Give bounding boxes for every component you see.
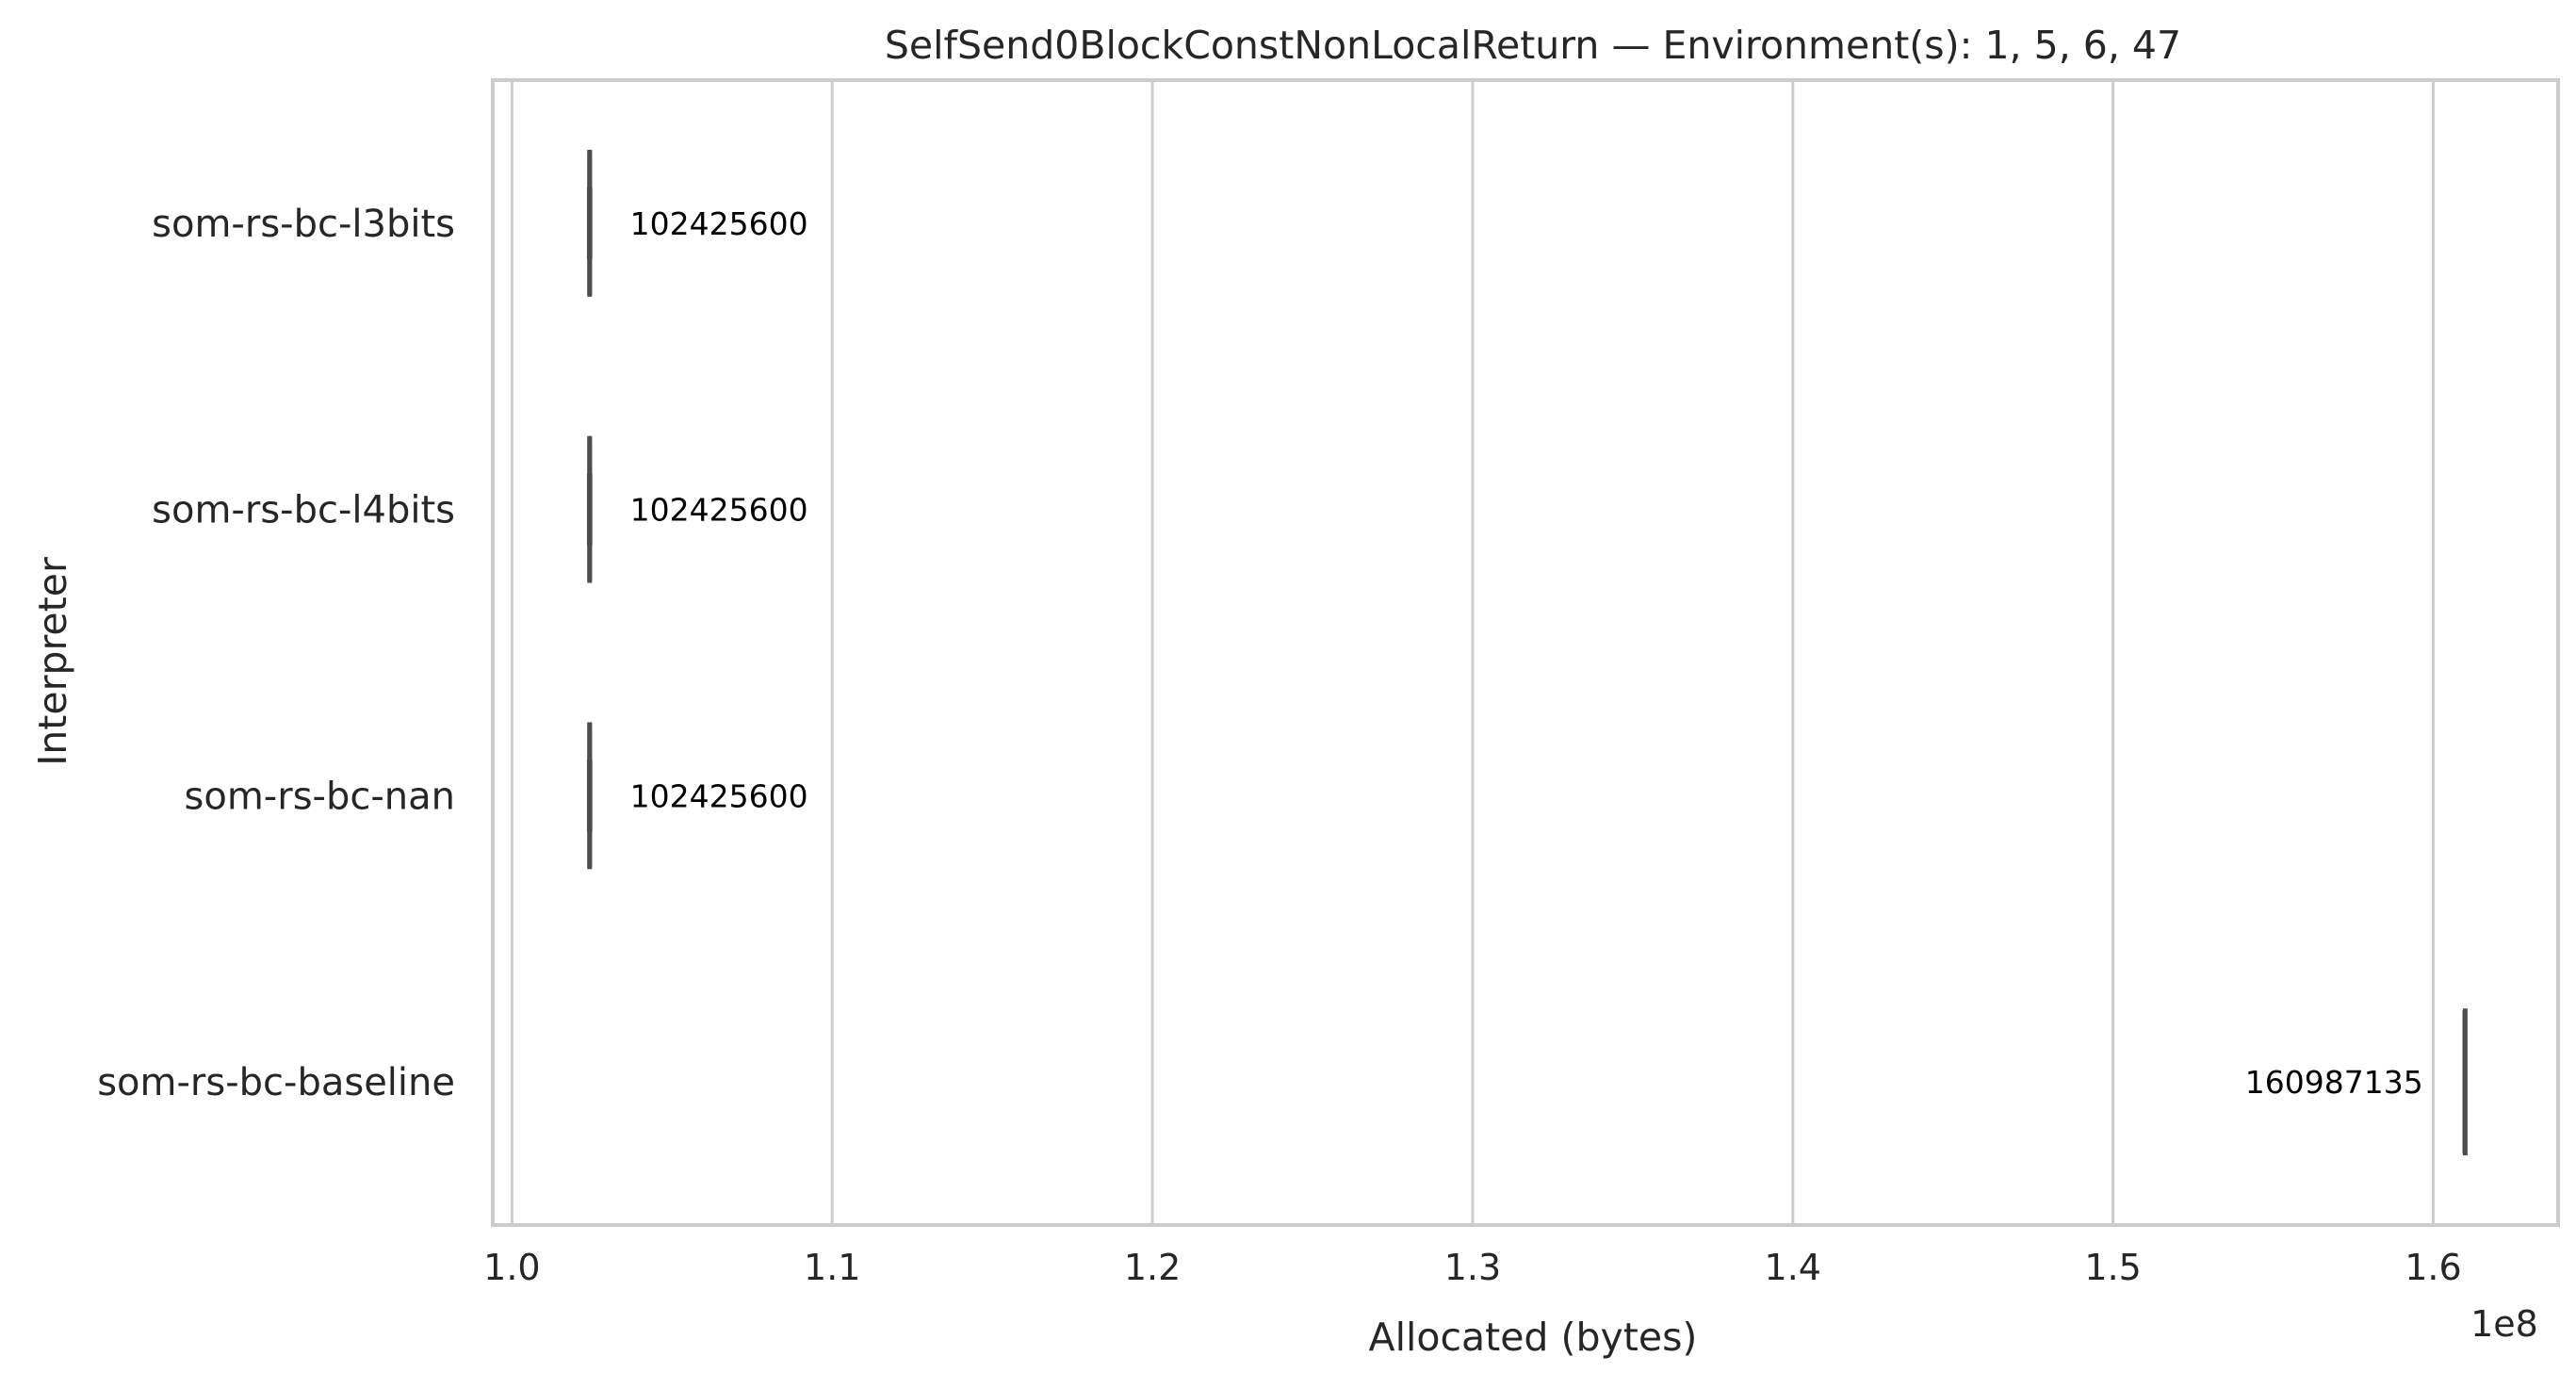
x-tick-label: 1.4 (1765, 1247, 1821, 1288)
box-plot-som-rs-bc-l4bits: 102425600 (586, 435, 808, 583)
box-plot-som-rs-bc-baseline: 160987135 (2245, 1008, 2468, 1156)
x-tick-label: 1.0 (483, 1247, 540, 1288)
x-tick-label: 1.3 (1444, 1247, 1501, 1288)
x-tick-label: 1.2 (1124, 1247, 1181, 1288)
x-tick-label: 1.6 (2405, 1247, 2461, 1288)
median-data-label: 160987135 (2245, 1064, 2423, 1101)
x-tick-label: 1.1 (804, 1247, 860, 1288)
plot-frame (491, 78, 2560, 1227)
median-data-label: 102425600 (630, 777, 808, 814)
chart-title: SelfSend0BlockConstNonLocalReturn — Envi… (885, 23, 2181, 68)
box-plot-som-rs-bc-nan: 102425600 (586, 722, 808, 870)
y-tick-label: som-rs-bc-l3bits (152, 203, 455, 246)
text-layer: SelfSend0BlockConstNonLocalReturn — Envi… (30, 23, 2538, 1360)
y-tick-label: som-rs-bc-nan (185, 775, 455, 818)
y-tick-label: som-rs-bc-baseline (97, 1061, 455, 1104)
x-axis-label: Allocated (bytes) (1369, 1315, 1698, 1360)
y-tick-label: som-rs-bc-l4bits (152, 489, 455, 532)
marks-layer: 102425600 102425600 102425600 160987135 (586, 149, 2468, 1156)
grid-layer (510, 80, 2435, 1225)
x-tick-label: 1.5 (2084, 1247, 2141, 1288)
x-axis-offset-label: 1e8 (2470, 1303, 2538, 1345)
median-data-label: 102425600 (630, 205, 808, 242)
y-axis-label: Interpreter (30, 557, 75, 766)
median-data-label: 102425600 (630, 492, 808, 529)
box-plot-som-rs-bc-l3bits: 102425600 (586, 149, 808, 297)
